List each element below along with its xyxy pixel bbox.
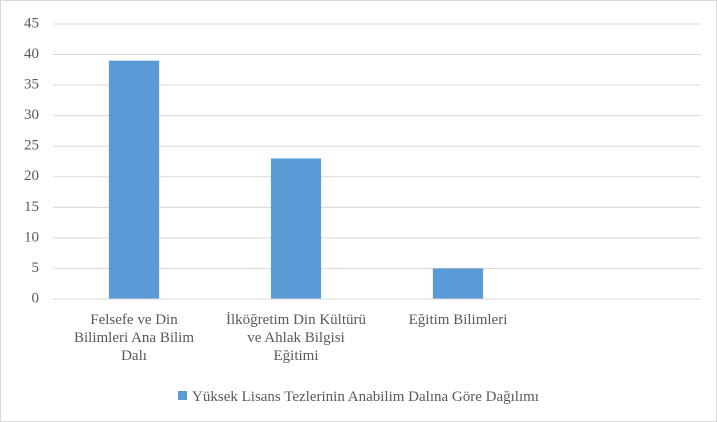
- legend-swatch: [178, 391, 188, 400]
- legend: Yüksek Lisans Tezlerinin Anabilim Dalına…: [1, 389, 716, 406]
- y-tick-label: 45: [24, 15, 39, 31]
- legend-label: Yüksek Lisans Tezlerinin Anabilim Dalına…: [192, 389, 539, 405]
- bar: [108, 60, 160, 299]
- y-tick-label: 10: [24, 229, 39, 245]
- x-tick-label: Felsefe ve Din Bilimleri Ana Bilim Dalı: [74, 312, 194, 364]
- y-tick-label: 5: [32, 260, 40, 276]
- x-tick-label: Eğitim Bilimleri: [408, 312, 508, 328]
- y-tick-label: 20: [24, 168, 39, 184]
- x-tick-label: İlköğretim Din Kültürü ve Ahlak Bilgisi …: [226, 312, 366, 364]
- bar: [432, 268, 484, 299]
- y-tick-label: 0: [32, 290, 40, 306]
- y-tick-label: 35: [24, 77, 39, 93]
- y-tick-label: 30: [24, 107, 39, 123]
- y-tick-label: 15: [24, 199, 39, 215]
- bar: [270, 158, 322, 299]
- y-tick-label: 40: [24, 46, 39, 62]
- y-tick-label: 25: [24, 138, 39, 154]
